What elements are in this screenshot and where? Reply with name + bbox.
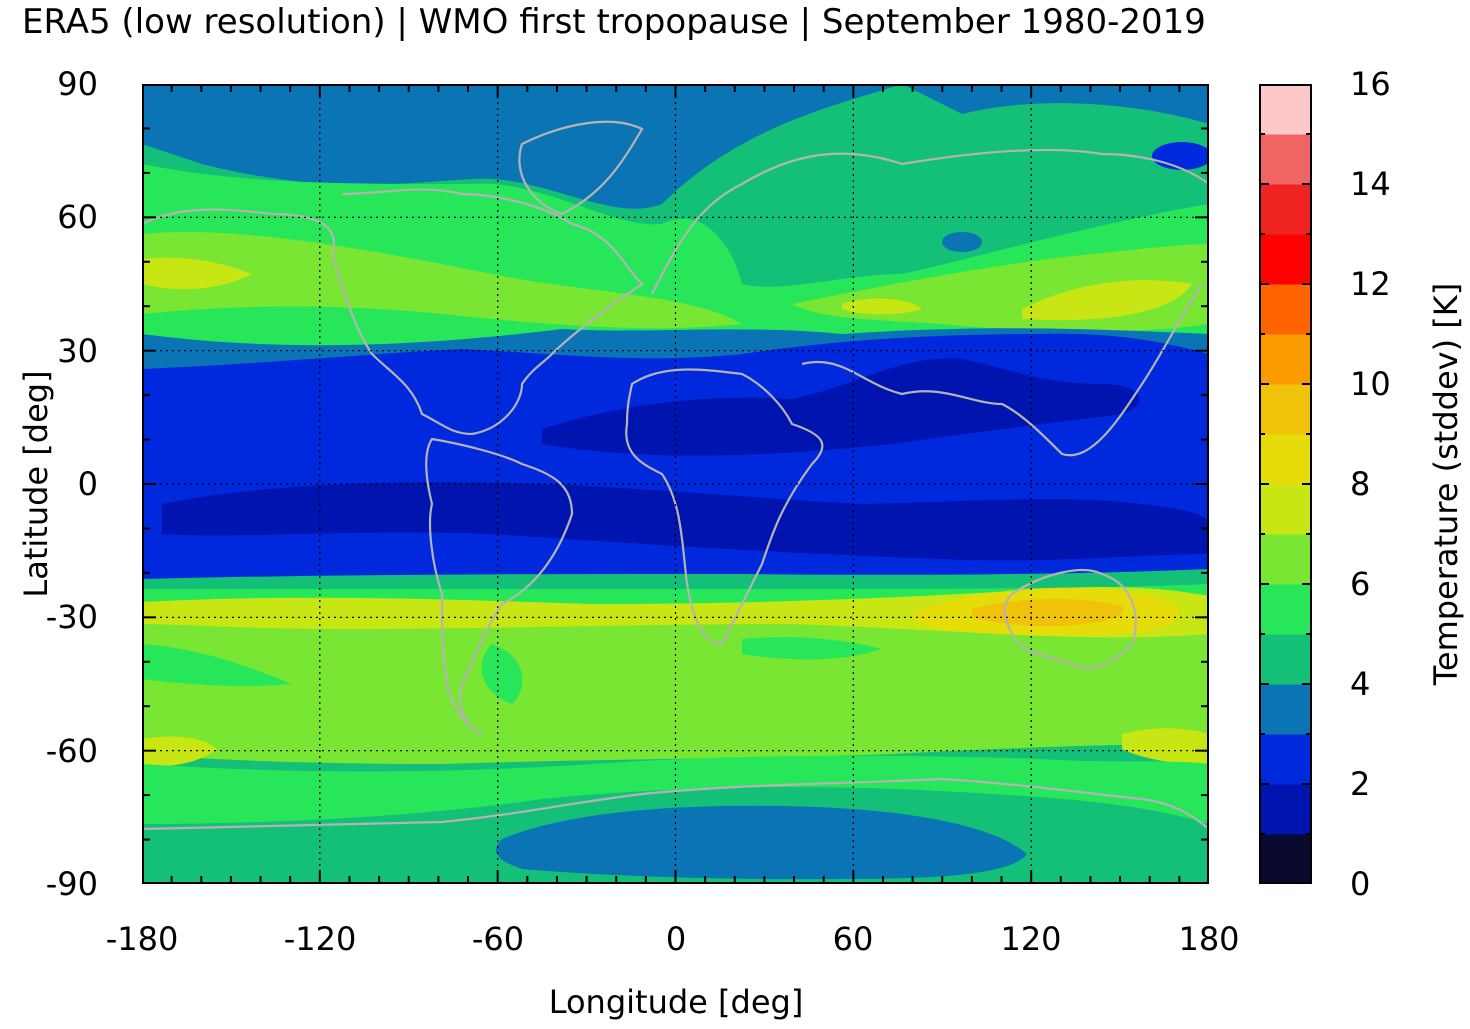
gridlines: [142, 84, 1209, 884]
colorbar-swatch: [1259, 584, 1312, 635]
field-region: [142, 84, 1209, 209]
colorbar-tick-label: 0: [1350, 865, 1371, 903]
colorbar-swatch: [1259, 284, 1312, 335]
colorbar-tick-label: 4: [1350, 665, 1371, 703]
colorbar-swatch: [1259, 134, 1312, 185]
colorbar-swatch: [1259, 534, 1312, 585]
field-region: [972, 598, 1124, 627]
colorbar-tick-label: 2: [1350, 765, 1371, 803]
x-tick-label: 0: [665, 920, 687, 958]
plot-frame: [142, 84, 1209, 884]
colorbar-tick-label: 16: [1350, 65, 1391, 103]
colorbar-swatch: [1259, 184, 1312, 235]
field-region: [142, 644, 292, 687]
colorbar-swatch: [1259, 784, 1312, 835]
y-tick-label: 90: [57, 65, 98, 103]
field-region: [496, 805, 1027, 880]
coastline-south-america: [425, 437, 574, 735]
coastline-greenland: [518, 120, 644, 216]
colorbar-tick-label: 8: [1350, 465, 1371, 503]
colorbar-swatches: [1259, 84, 1312, 884]
x-tick-label: 180: [1178, 920, 1240, 958]
field-region: [742, 637, 882, 660]
y-axis-label: Latitude [deg]: [17, 370, 55, 598]
colorbar-tick-label: 6: [1350, 565, 1371, 603]
colorbar-swatch: [1259, 334, 1312, 385]
field-region: [1122, 728, 1209, 765]
colorbar-label: Temperature (stddev) [K]: [1427, 282, 1465, 686]
x-tick-label: -180: [105, 920, 179, 958]
y-tick-label: 0: [77, 465, 98, 503]
coastline-antarctica: [142, 777, 1209, 831]
y-tick-label: -60: [45, 732, 98, 770]
coastline-australia: [1003, 569, 1137, 669]
colorbar-frame: [1259, 84, 1312, 884]
y-tick-label: 30: [57, 332, 98, 370]
colorbar-tick-label: 14: [1350, 165, 1391, 203]
colorbar-swatch: [1259, 634, 1312, 685]
field-region: [842, 298, 922, 315]
colorbar-swatch: [1259, 84, 1312, 135]
y-tick-label: -30: [45, 598, 98, 636]
map-plot: [142, 84, 1209, 884]
colorbar-swatch: [1259, 734, 1312, 785]
colorbar-swatch: [1259, 834, 1312, 884]
colorbar-swatch: [1259, 384, 1312, 435]
colorbar-swatch: [1259, 434, 1312, 485]
field-region: [542, 358, 1140, 456]
coastlines: [142, 120, 1209, 831]
y-tick-label: 60: [57, 198, 98, 236]
colorbar-swatch: [1259, 484, 1312, 535]
coastline-eurasia: [651, 148, 1209, 457]
x-tick-label: -120: [283, 920, 357, 958]
colorbar-swatch: [1259, 234, 1312, 285]
field-region: [162, 482, 1209, 561]
field-region: [481, 644, 523, 704]
x-tick-label: -60: [471, 920, 525, 958]
x-tick-label: 60: [832, 920, 874, 958]
field-region: [1022, 280, 1192, 321]
colorbar-tick-label: 10: [1350, 365, 1391, 403]
field-region: [142, 232, 742, 329]
coastline-africa: [625, 368, 824, 646]
colorbar-tick-label: 12: [1350, 265, 1391, 303]
coastline-north-america: [142, 188, 644, 436]
field-region: [142, 257, 252, 290]
x-tick-label: 120: [1000, 920, 1062, 958]
colorbar-swatch: [1259, 684, 1312, 735]
chart-title: ERA5 (low resolution) | WMO first tropop…: [22, 2, 1206, 42]
field-region: [942, 232, 982, 252]
field-region: [142, 569, 1209, 594]
x-axis-label: Longitude [deg]: [548, 983, 804, 1021]
y-tick-label: -90: [45, 865, 98, 903]
colorbar: [1259, 84, 1312, 884]
